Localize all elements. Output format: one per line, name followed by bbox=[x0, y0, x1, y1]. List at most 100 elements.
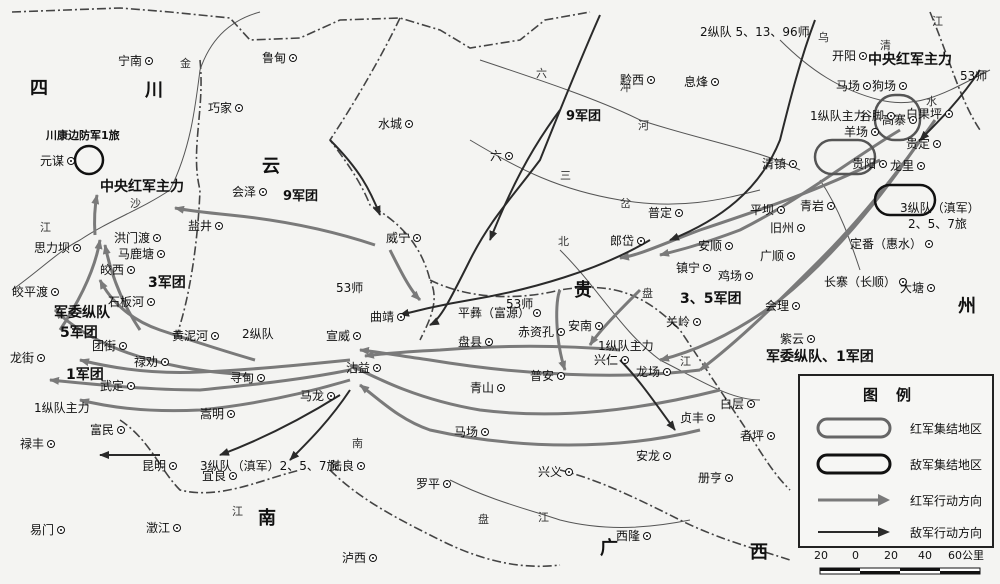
town-marker-icon bbox=[369, 554, 377, 562]
town-marker-icon bbox=[707, 414, 715, 422]
place-label: 盐井 bbox=[188, 219, 213, 233]
town-marker-icon bbox=[887, 112, 895, 120]
place-label: 团街 bbox=[92, 339, 117, 353]
town-marker-icon bbox=[565, 468, 573, 476]
town-marker-icon bbox=[127, 266, 135, 274]
place-label: 紫云 bbox=[780, 332, 805, 346]
town-marker-icon bbox=[777, 206, 785, 214]
legend-label: 敌军集结地区 bbox=[910, 458, 983, 472]
place-label: 盘县 bbox=[458, 335, 483, 349]
region-yunnan-1: 云 bbox=[262, 156, 286, 177]
place-label: 青山 bbox=[470, 381, 495, 395]
town-marker-icon bbox=[505, 152, 513, 160]
place-label: 贵定 bbox=[906, 137, 931, 151]
place-label: 狗场 bbox=[872, 79, 897, 93]
place-label: 禄丰 bbox=[20, 437, 45, 451]
region-guangxi-1: 广 bbox=[600, 538, 624, 559]
place-label: 谷脚 bbox=[860, 109, 885, 123]
town-marker-icon bbox=[405, 120, 413, 128]
river-label: 江 bbox=[232, 505, 243, 518]
town-marker-icon bbox=[119, 342, 127, 350]
town-marker-icon bbox=[353, 332, 361, 340]
town-marker-icon bbox=[747, 400, 755, 408]
place-label: 龙街 bbox=[10, 351, 35, 365]
region-guizhou-2: 州 bbox=[958, 296, 982, 317]
town-marker-icon bbox=[67, 157, 75, 165]
place-label: 贵阳 bbox=[852, 157, 877, 171]
river-label: 三 bbox=[560, 169, 571, 182]
river-label: 南 bbox=[352, 437, 363, 450]
place-label: 石板河 bbox=[108, 295, 145, 309]
scale-tick: 0 bbox=[852, 549, 859, 562]
place-label: 鸡场 bbox=[718, 269, 743, 283]
town-marker-icon bbox=[917, 162, 925, 170]
town-marker-icon bbox=[145, 57, 153, 65]
place-label: 皎西 bbox=[100, 263, 125, 277]
town-marker-icon bbox=[663, 368, 671, 376]
enemy-army-routes bbox=[99, 14, 981, 461]
town-marker-icon bbox=[859, 52, 867, 60]
town-marker-icon bbox=[637, 237, 645, 245]
town-marker-icon bbox=[37, 354, 45, 362]
place-label: 龙场 bbox=[636, 365, 661, 379]
annotation-3rd-corps: 3军团 bbox=[148, 275, 186, 291]
town-marker-icon bbox=[557, 328, 565, 336]
town-marker-icon bbox=[879, 160, 887, 168]
place-label: 易门 bbox=[30, 523, 55, 537]
place-label: 贞丰 bbox=[680, 411, 705, 425]
place-label: 兴仁 bbox=[594, 353, 619, 367]
town-marker-icon bbox=[47, 440, 55, 448]
place-label: 六 bbox=[490, 149, 503, 163]
region-guizhou-1: 贵 bbox=[574, 280, 598, 301]
river-label: 盘 bbox=[642, 287, 653, 300]
enemy-assembly-areas bbox=[73, 144, 937, 217]
river-label: 江 bbox=[40, 221, 51, 234]
annotation-military-commission-column: 军委纵队 bbox=[54, 305, 110, 321]
place-label: 罗平 bbox=[416, 477, 441, 491]
town-marker-icon bbox=[789, 160, 797, 168]
annotation-53rd-division-c: 53师 bbox=[960, 69, 988, 83]
place-label: 定番（惠水） bbox=[850, 237, 923, 251]
scale-bar: 20 0 20 40 60公里 bbox=[810, 548, 990, 580]
annotation-53rd-division-b: 53师 bbox=[506, 297, 534, 311]
region-sichuan-2: 川 bbox=[145, 80, 169, 101]
town-marker-icon bbox=[711, 78, 719, 86]
river-label: 河 bbox=[638, 119, 649, 132]
place-label: 会理 bbox=[765, 299, 790, 313]
town-marker-icon bbox=[481, 428, 489, 436]
place-label: 平彝（富源） bbox=[458, 306, 531, 320]
place-label: 开阳 bbox=[832, 49, 857, 63]
town-marker-icon bbox=[899, 82, 907, 90]
place-label: 册亨 bbox=[698, 471, 723, 485]
town-marker-icon bbox=[725, 474, 733, 482]
place-label: 安南 bbox=[568, 319, 593, 333]
town-marker-icon bbox=[863, 82, 871, 90]
town-marker-icon bbox=[557, 372, 565, 380]
place-label: 澂江 bbox=[146, 521, 171, 535]
river-label: 六 bbox=[536, 67, 547, 80]
town-marker-icon bbox=[289, 54, 297, 62]
place-label: 安龙 bbox=[636, 449, 661, 463]
river-label: 冲 bbox=[620, 81, 631, 94]
place-label: 旧州 bbox=[770, 221, 795, 235]
town-marker-icon bbox=[725, 242, 733, 250]
legend-label: 敌军行动方向 bbox=[910, 526, 983, 540]
town-marker-icon bbox=[792, 302, 800, 310]
annotation-2nd-column-top: 2纵队 5、13、96师 bbox=[700, 25, 810, 39]
town-marker-icon bbox=[373, 364, 381, 372]
town-marker-icon bbox=[945, 110, 953, 118]
scale-tick: 20 bbox=[814, 549, 828, 562]
river-label: 江 bbox=[932, 15, 943, 28]
town-marker-icon bbox=[933, 140, 941, 148]
town-marker-icon bbox=[533, 309, 541, 317]
town-marker-icon bbox=[693, 318, 701, 326]
place-label: 长寨（长顺） bbox=[824, 275, 897, 289]
place-label: 巧家 bbox=[208, 101, 233, 115]
town-marker-icon bbox=[73, 244, 81, 252]
legend-title: 图例 bbox=[862, 386, 929, 404]
place-label: 宣威 bbox=[326, 329, 351, 343]
place-label: 嵩明 bbox=[200, 407, 225, 421]
town-marker-icon bbox=[443, 480, 451, 488]
annotation-9th-corps-a: 9军团 bbox=[283, 189, 319, 204]
